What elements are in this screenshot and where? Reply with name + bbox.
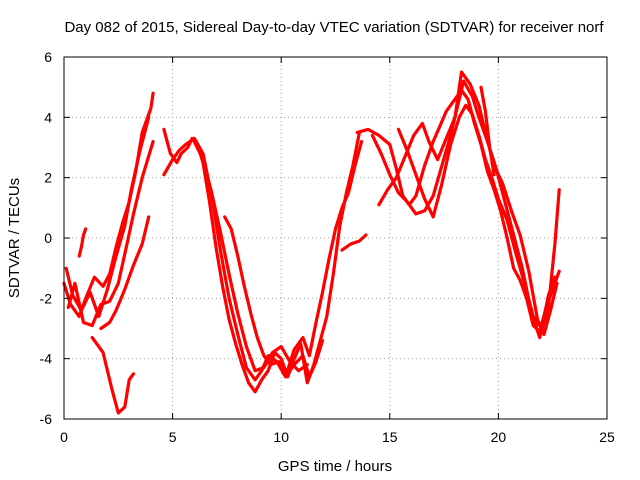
y-tick-label: -6: [40, 411, 53, 427]
series-track-11: [340, 233, 368, 252]
plot-frame: [63, 56, 608, 420]
series-track-15: [396, 103, 557, 331]
data-series: [62, 70, 561, 415]
series-track-9: [192, 139, 309, 373]
x-tick-label: 20: [491, 429, 507, 445]
series-track-10: [223, 215, 325, 379]
series-track-5: [90, 336, 136, 415]
chart-title: Day 082 of 2015, Sidereal Day-to-day VTE…: [64, 19, 604, 36]
series-track-4: [77, 227, 88, 258]
axis-ticks: 0 5 10 15 20 25 -6 -4 -2 0 2 4 6: [40, 49, 615, 445]
x-tick-label: 0: [60, 429, 68, 445]
y-tick-label: 0: [44, 230, 52, 246]
x-tick-label: 5: [169, 429, 177, 445]
y-tick-label: -4: [40, 351, 53, 367]
x-tick-label: 25: [599, 429, 615, 445]
x-axis-label: GPS time / hours: [278, 458, 392, 475]
y-tick-label: -2: [40, 290, 53, 306]
series-track-14: [377, 70, 559, 337]
x-tick-label: 10: [273, 429, 289, 445]
series-track-6: [99, 215, 151, 331]
y-axis-label: SDTVAR / TECUs: [6, 178, 23, 298]
x-tick-label: 15: [382, 429, 398, 445]
grid: [64, 57, 607, 419]
y-tick-label: 6: [44, 49, 52, 65]
series-track-2: [64, 115, 151, 318]
series-track-3: [66, 139, 155, 328]
series-track-16: [479, 85, 496, 177]
y-tick-label: 4: [44, 109, 52, 125]
series-track-13: [370, 79, 561, 340]
y-tick-label: 2: [44, 170, 52, 186]
series-track-8: [162, 136, 364, 382]
